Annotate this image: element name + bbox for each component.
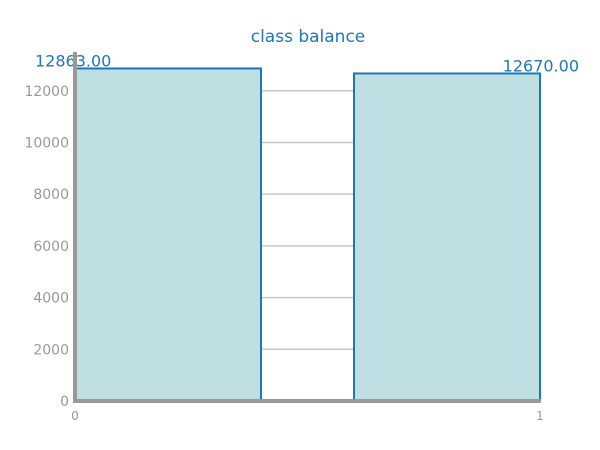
y-tick-label: 4000 [33, 291, 69, 307]
y-tick-label: 6000 [33, 239, 69, 255]
y-tick-label: 12000 [24, 84, 69, 100]
bar-1 [353, 72, 541, 403]
x-tick-label: 0 [71, 409, 79, 423]
chart-title: class balance [251, 27, 366, 47]
y-tick-label: 8000 [33, 187, 69, 203]
data-label-1: 12670.00 [503, 56, 579, 75]
y-tick-label: 2000 [33, 342, 69, 358]
y-tick-label: 10000 [24, 135, 69, 151]
y-tick-labels: 0 2000 4000 6000 8000 10000 12000 [24, 84, 69, 410]
x-tick-label: 1 [536, 409, 544, 423]
bar-0 [74, 67, 262, 403]
bars [74, 67, 541, 403]
y-tick-label: 0 [60, 394, 69, 410]
